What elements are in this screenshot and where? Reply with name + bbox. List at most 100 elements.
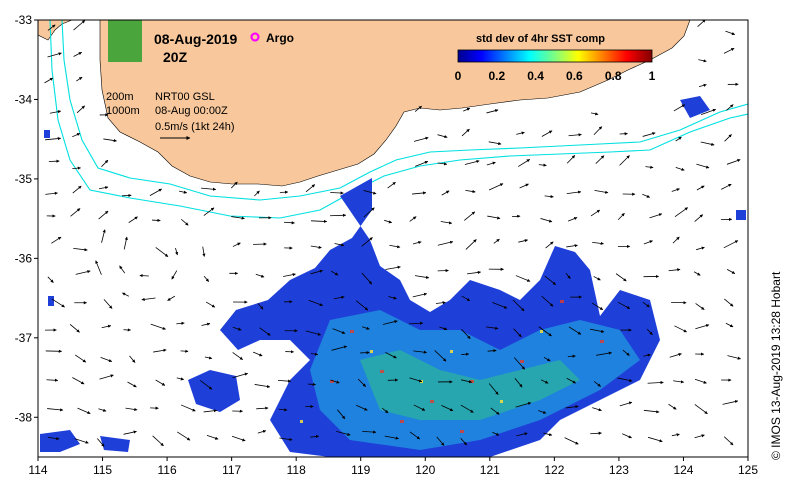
current-vector bbox=[361, 326, 370, 330]
current-vector bbox=[103, 299, 113, 309]
current-vector bbox=[75, 270, 91, 275]
current-vector bbox=[722, 400, 739, 405]
current-vector bbox=[355, 300, 369, 311]
current-vector bbox=[700, 108, 717, 115]
current-vector bbox=[727, 355, 741, 360]
current-vector bbox=[119, 265, 126, 274]
current-vector bbox=[590, 328, 605, 333]
current-vector bbox=[673, 104, 686, 112]
current-vector bbox=[413, 404, 426, 411]
current-vector bbox=[389, 244, 401, 249]
current-vector bbox=[149, 188, 162, 196]
current-vector bbox=[279, 190, 289, 194]
current-vector bbox=[590, 209, 601, 217]
current-vector bbox=[617, 301, 631, 309]
current-vector bbox=[694, 214, 704, 222]
current-vector bbox=[72, 166, 81, 170]
current-vector bbox=[46, 378, 59, 382]
current-vector bbox=[694, 434, 705, 439]
current-vector bbox=[488, 141, 502, 146]
current-vector bbox=[72, 185, 82, 194]
current-vector bbox=[493, 238, 500, 244]
current-vector bbox=[310, 434, 320, 439]
contour-1000-label: 1000m bbox=[106, 105, 140, 117]
current-vector bbox=[647, 380, 664, 385]
current-vector bbox=[693, 271, 701, 276]
current-vector bbox=[696, 185, 705, 191]
current-vector bbox=[310, 245, 322, 249]
current-vector bbox=[254, 384, 271, 389]
x-tick-label: 116 bbox=[158, 463, 177, 477]
current-vector bbox=[566, 377, 576, 384]
current-vector bbox=[461, 352, 470, 356]
current-vector bbox=[463, 107, 471, 112]
x-tick-label: 124 bbox=[673, 463, 693, 477]
current-vector bbox=[694, 404, 708, 415]
current-vector bbox=[461, 295, 471, 302]
current-vector bbox=[568, 133, 582, 137]
current-vector bbox=[434, 350, 447, 362]
current-vector bbox=[305, 184, 316, 193]
current-vector bbox=[203, 409, 218, 413]
current-vector bbox=[595, 155, 605, 164]
current-vector bbox=[413, 136, 429, 142]
current-vector bbox=[672, 236, 680, 244]
x-tick-label: 121 bbox=[480, 463, 500, 477]
current-vector bbox=[695, 324, 710, 330]
current-vector bbox=[181, 218, 189, 226]
current-vector bbox=[409, 377, 423, 383]
current-vector bbox=[155, 379, 166, 386]
current-vector bbox=[513, 328, 522, 338]
current-vector bbox=[98, 408, 107, 412]
current-vector bbox=[129, 355, 136, 363]
current-vector bbox=[305, 330, 322, 336]
current-vector bbox=[332, 328, 346, 334]
current-vector bbox=[69, 324, 80, 333]
y-tick-label: -38 bbox=[15, 410, 33, 424]
current-vector bbox=[97, 438, 105, 447]
argo-legend-icon bbox=[250, 32, 260, 42]
current-vector bbox=[125, 407, 138, 412]
current-vector bbox=[205, 301, 216, 308]
current-vector bbox=[152, 435, 164, 447]
current-vector bbox=[101, 159, 109, 167]
current-vector bbox=[545, 241, 554, 249]
current-vector bbox=[486, 109, 499, 114]
current-vector bbox=[310, 219, 328, 224]
current-vector bbox=[310, 269, 323, 275]
current-vector bbox=[95, 260, 102, 275]
current-vector bbox=[51, 236, 62, 244]
current-vector bbox=[541, 130, 553, 137]
current-vector bbox=[492, 302, 508, 309]
current-vector bbox=[74, 438, 89, 444]
credit-text: © IMOS 13-Aug-2019 13:28 Hobart bbox=[769, 271, 783, 460]
y-axis: -33 -34 -35 -36 -37 -38 bbox=[15, 13, 38, 424]
current-vector bbox=[565, 272, 571, 279]
current-vector bbox=[414, 160, 429, 167]
current-vector bbox=[538, 163, 547, 167]
x-tick-label: 123 bbox=[609, 463, 629, 477]
current-vector bbox=[568, 326, 582, 335]
current-vector bbox=[256, 406, 269, 410]
current-vector bbox=[254, 190, 260, 197]
map-date: 08-Aug-2019 bbox=[154, 31, 237, 47]
current-vector bbox=[232, 326, 242, 331]
argo-label: Argo bbox=[266, 31, 294, 45]
x-tick-label: 125 bbox=[738, 463, 758, 477]
current-vector bbox=[668, 403, 677, 410]
current-vector bbox=[310, 352, 319, 356]
current-vector bbox=[45, 136, 62, 141]
current-vector bbox=[123, 430, 137, 435]
current-vector bbox=[694, 378, 707, 384]
y-tick-label: -37 bbox=[15, 331, 33, 345]
current-vector bbox=[645, 165, 654, 169]
current-vector bbox=[543, 432, 553, 437]
colorbar-tick-label: 0.4 bbox=[527, 69, 544, 83]
current-vector bbox=[460, 404, 474, 413]
current-vector bbox=[698, 59, 707, 63]
current-vector bbox=[100, 357, 113, 363]
current-vector bbox=[671, 188, 680, 192]
current-vector bbox=[201, 187, 217, 191]
current-vector bbox=[47, 436, 60, 441]
